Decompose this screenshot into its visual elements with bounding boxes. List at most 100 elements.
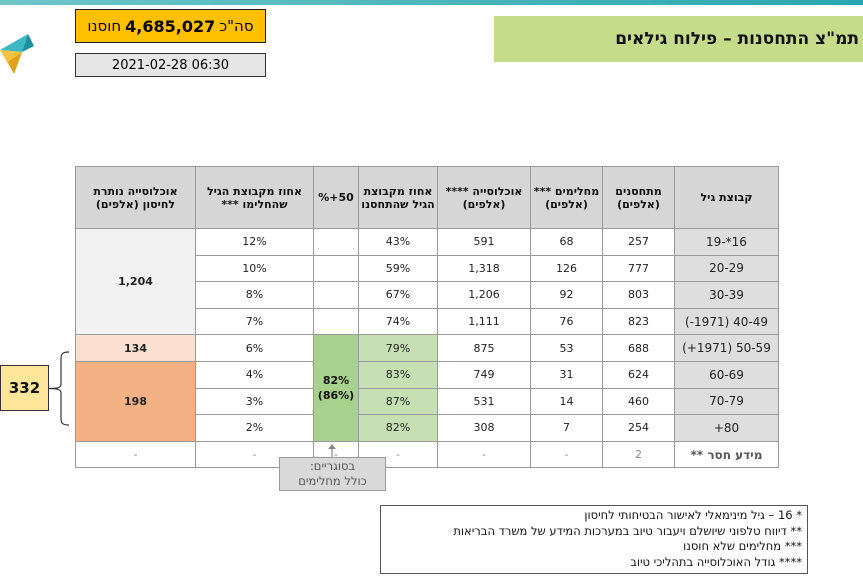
- cell-population: 591: [437, 228, 531, 256]
- cell-age: 16*-19: [674, 228, 779, 256]
- cell-recovered: 7: [530, 414, 603, 442]
- cell-pct-recovered: 4%: [195, 360, 314, 389]
- footnote-item: *** מחלימים שלא חוסנו: [683, 539, 802, 553]
- remaining-50plus-total-box: 332: [0, 365, 49, 411]
- cell-vaccinated: 257: [602, 228, 675, 256]
- bracket-icon: [49, 351, 70, 426]
- cell-remaining-50-59: 134: [75, 334, 196, 362]
- cell-age: 50-59 (1971+): [674, 334, 779, 362]
- header-vaccinated: מתחסנים (אלפים): [602, 166, 675, 229]
- cell-population: 1,111: [437, 307, 531, 336]
- cell-fifty-plus-empty: [313, 254, 359, 283]
- total-vaccinated-box: סה"כ 4,685,027 חוסנו: [75, 9, 266, 43]
- cell-pct-recovered: 3%: [195, 387, 314, 416]
- cell-age: 70-79: [674, 387, 779, 416]
- cell-population: -: [437, 440, 531, 469]
- cell-recovered: 53: [530, 334, 603, 362]
- cell-fifty-plus-empty: [313, 228, 359, 256]
- cell-recovered: 126: [530, 254, 603, 283]
- cell-vaccinated: 688: [602, 334, 675, 362]
- cell-pct-vaccinated: 43%: [358, 228, 438, 256]
- footnote-item: * 16 – גיל מינימאלי לאישור הבטיחותי לחיס…: [584, 508, 802, 522]
- total-prefix: סה"כ: [219, 17, 254, 35]
- cell-recovered: 76: [530, 307, 603, 336]
- header-population: אוכלוסייה **** (אלפים): [437, 166, 531, 229]
- note-line-1: בסוגריים:: [309, 459, 356, 473]
- footnote-item: **** גודל האוכלוסייה בתהליכי טיוב: [630, 554, 802, 569]
- cell-pct-vaccinated: 74%: [358, 307, 438, 336]
- cell-population: 308: [437, 414, 531, 442]
- cell-population: 1,206: [437, 281, 531, 309]
- cell-age: 60-69: [674, 360, 779, 389]
- cell-fifty-plus-empty: [313, 281, 359, 309]
- age-breakdown-table: קבוצת גיל מתחסנים (אלפים) מחלימים *** (א…: [75, 166, 779, 469]
- cell-population: 749: [437, 360, 531, 389]
- cell-recovered: -: [530, 440, 603, 469]
- cell-remaining: -: [75, 440, 196, 469]
- cell-age: 80+: [674, 414, 779, 442]
- table-row: 30-39 803 92 1,206 67% 8%: [76, 281, 779, 309]
- cell-vaccinated: 803: [602, 281, 675, 309]
- total-suffix: חוסנו: [87, 17, 122, 35]
- cell-fifty-plus-empty: [313, 307, 359, 336]
- footnote-item: ** דיווח טלפוני שיושלם ויעבור טיוב במערכ…: [453, 523, 802, 538]
- cell-pct-vaccinated: 67%: [358, 281, 438, 309]
- table-row: 70-79 460 14 531 87% 3%: [76, 387, 779, 416]
- arrow-up-icon: [328, 444, 336, 458]
- cell-recovered: 31: [530, 360, 603, 389]
- cell-population: 531: [437, 387, 531, 416]
- table-header-row: קבוצת גיל מתחסנים (אלפים) מחלימים *** (א…: [75, 166, 779, 229]
- table-row: 16*-19 257 68 591 43% 12% 1,204: [75, 227, 779, 336]
- timestamp-box: 2021-02-28 06:30: [75, 53, 266, 77]
- cell-pct-vaccinated: 59%: [358, 254, 438, 283]
- cell-age: מידע חסר **: [674, 440, 779, 469]
- recovered-note-box: בסוגריים: כולל מחלימים: [279, 457, 386, 491]
- timestamp: 2021-02-28 06:30: [111, 57, 230, 73]
- cell-recovered: 14: [530, 387, 603, 416]
- logo-icon: [0, 34, 34, 74]
- cell-pct-recovered: 2%: [195, 414, 314, 442]
- fifty-plus-sub: (86%): [317, 389, 355, 403]
- header-recovered: מחלימים *** (אלפים): [530, 166, 603, 229]
- cell-remaining-60-plus: 198: [75, 360, 196, 442]
- page-title: תמ"צ התחסנות – פילוח גילאים: [494, 16, 863, 62]
- cell-pct-vaccinated: 87%: [358, 387, 438, 416]
- cell-population: 875: [437, 334, 531, 362]
- cell-pct-vaccinated: 83%: [358, 360, 438, 389]
- cell-pct-recovered: 6%: [195, 334, 314, 362]
- cell-remaining-under-50: 1,204: [75, 227, 196, 336]
- cell-recovered: 68: [530, 228, 603, 256]
- total-value: 4,685,027: [125, 16, 216, 36]
- table-row: 80+ 254 7 308 82% 2%: [76, 414, 779, 442]
- top-accent-bar: [0, 0, 863, 5]
- cell-vaccinated: 2: [602, 440, 675, 469]
- table-row: 20-29 777 126 1,318 59% 10%: [76, 254, 779, 283]
- header-remaining: אוכלוסייה נותרת לחיסון (אלפים): [75, 166, 196, 229]
- cell-age: 40-49 (1971-): [674, 307, 779, 336]
- cell-vaccinated: 777: [602, 254, 675, 283]
- note-line-2: כולל מחלימים: [298, 474, 367, 488]
- cell-vaccinated: 254: [602, 414, 675, 442]
- cell-pct-vaccinated: 79%: [358, 334, 438, 362]
- cell-pct-recovered: 10%: [195, 254, 314, 283]
- header-pct-recovered: אחוז מקבוצת הגיל שהחלימו ***: [195, 166, 314, 229]
- cell-recovered: 92: [530, 281, 603, 309]
- cell-vaccinated: 624: [602, 360, 675, 389]
- remaining-50plus-total: 332: [8, 379, 41, 397]
- header-fifty-plus: 50+%: [313, 166, 359, 229]
- cell-vaccinated: 823: [602, 307, 675, 336]
- cell-pct-vaccinated: 82%: [358, 414, 438, 442]
- table-row-missing-data: מידע חסר ** 2 - - - - - -: [75, 440, 779, 469]
- table-row: 60-69 624 31 749 83% 4% 198: [75, 360, 779, 442]
- page-title-text: תמ"צ התחסנות – פילוח גילאים: [615, 29, 859, 49]
- cell-age: 20-29: [674, 254, 779, 283]
- cell-population: 1,318: [437, 254, 531, 283]
- cell-fifty-plus-summary: 82% (86%): [313, 334, 359, 442]
- cell-pct-recovered: 8%: [195, 281, 314, 309]
- header-age-group: קבוצת גיל: [674, 166, 779, 229]
- footnotes-box: * 16 – גיל מינימאלי לאישור הבטיחותי לחיס…: [380, 505, 808, 574]
- cell-vaccinated: 460: [602, 387, 675, 416]
- cell-age: 30-39: [674, 281, 779, 309]
- table-row: 50-59 (1971+) 688 53 875 79% 82% (86%) 6…: [75, 334, 779, 442]
- cell-pct-recovered: 7%: [195, 307, 314, 336]
